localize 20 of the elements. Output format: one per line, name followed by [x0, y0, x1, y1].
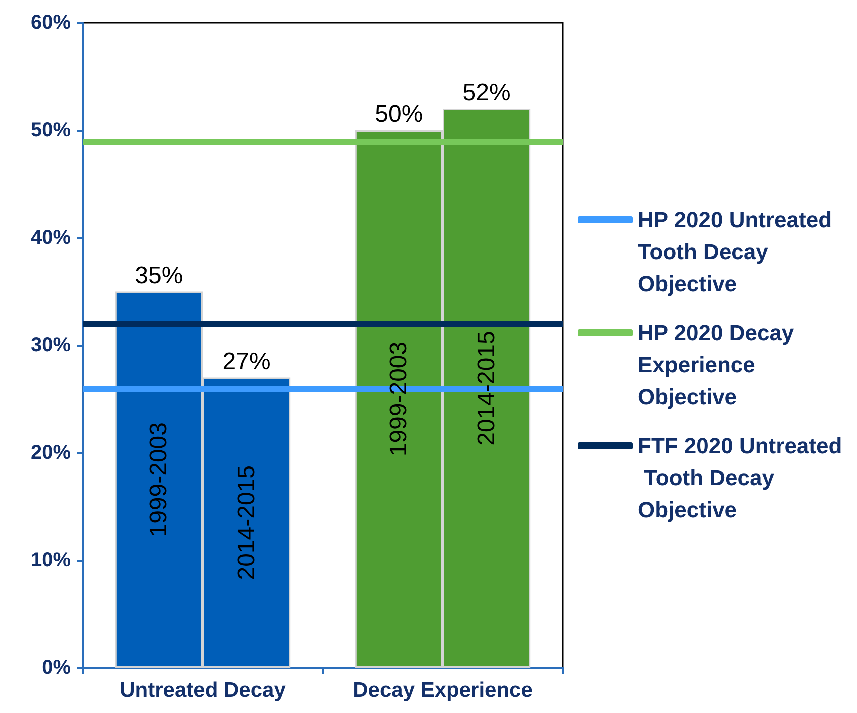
y-tick-label: 10% — [30, 550, 72, 572]
y-tick-label: 60% — [30, 12, 72, 34]
y-tick-label: 30% — [30, 334, 72, 356]
legend-label: HP 2020 Decay Experience Objective — [638, 320, 800, 410]
text: 1999-2003 — [386, 342, 413, 457]
data-label: 50% — [375, 101, 424, 128]
data-label: 27% — [222, 348, 271, 376]
series-label: 2014-2015 — [233, 465, 260, 580]
legend-label: HP 2020 Untreated Tooth Decay Objective — [638, 208, 838, 296]
text: 2014-2015 — [473, 331, 500, 446]
data-label: 35% — [135, 262, 184, 290]
data-label: 52% — [462, 80, 511, 106]
y-tick-label: 20% — [30, 442, 72, 464]
x-tick-label: Untreated Decay — [120, 679, 286, 702]
y-tick-label: 50% — [30, 120, 72, 142]
y-tick-label: 40% — [30, 227, 72, 249]
legend-label: FTF 2020 Untreated Tooth Decay Objective — [638, 434, 842, 522]
y-tick-label: 0% — [42, 657, 72, 679]
series-label: 1999-2003 — [146, 422, 173, 538]
x-tick-label: Decay Experience — [353, 679, 533, 702]
